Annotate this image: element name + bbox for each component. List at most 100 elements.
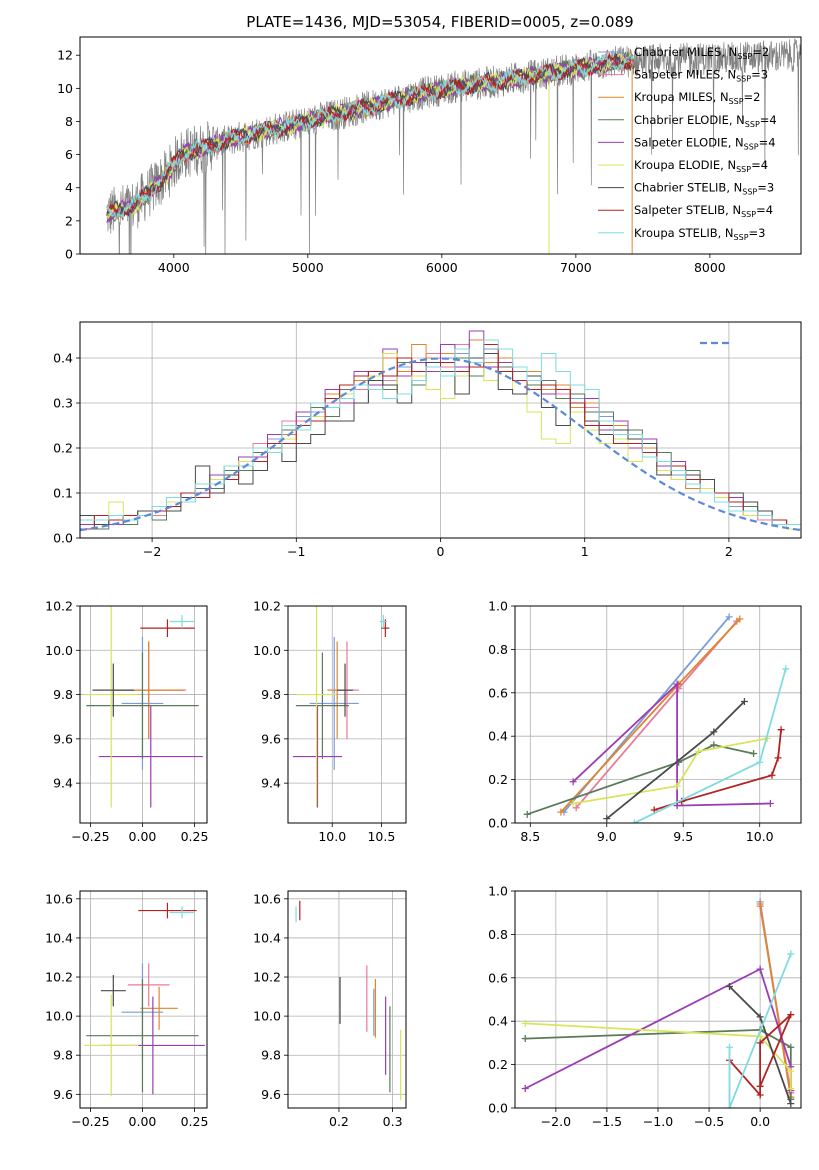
y-tick-label: 9.6 bbox=[53, 731, 73, 746]
point-marker bbox=[777, 726, 785, 734]
legend-sub: SSP bbox=[736, 75, 751, 84]
y-tick-label: 10.6 bbox=[45, 891, 73, 906]
model-spectrum-line bbox=[106, 53, 634, 220]
legend-text: Kroupa MILES, N bbox=[634, 90, 729, 104]
point-marker bbox=[521, 1019, 529, 1027]
point-marker bbox=[768, 771, 776, 779]
legend-entry: Chabrier ELODIE, NSSP=4 bbox=[634, 113, 777, 129]
y-tick-label: 0.0 bbox=[488, 816, 508, 831]
legend-text: Chabrier ELODIE, N bbox=[634, 113, 745, 127]
point-marker bbox=[710, 728, 718, 736]
y-tick-label: 10.0 bbox=[45, 1009, 73, 1024]
plot-area bbox=[515, 891, 801, 1108]
y-tick-label: 10.4 bbox=[253, 930, 281, 945]
axes-frame bbox=[287, 605, 407, 824]
legend-tail: =2 bbox=[744, 90, 761, 104]
point-marker bbox=[695, 747, 703, 755]
legend-tail: =4 bbox=[760, 113, 777, 127]
x-tick-label: −0.25 bbox=[71, 1114, 109, 1129]
weight-line bbox=[728, 953, 792, 1108]
point-marker bbox=[569, 799, 577, 807]
legend-tail: =3 bbox=[749, 226, 766, 240]
model-spectrum-line bbox=[106, 52, 634, 217]
y-tick-label: 10.2 bbox=[45, 970, 73, 985]
legend-entry: Chabrier STELIB, NSSP=3 bbox=[634, 181, 774, 197]
y-tick-label: 8 bbox=[65, 114, 73, 129]
legend-entry: Salpeter STELIB, NSSP=4 bbox=[634, 203, 773, 219]
point-marker bbox=[673, 680, 681, 688]
x-tick-label: 0.25 bbox=[181, 829, 209, 844]
y-tick-label: 9.8 bbox=[53, 687, 73, 702]
y-tick-label: 10.4 bbox=[45, 930, 73, 945]
point-marker bbox=[756, 900, 764, 908]
histogram-step bbox=[80, 339, 801, 538]
y-tick-label: 0.0 bbox=[488, 1101, 508, 1116]
axes-frame bbox=[79, 890, 208, 1109]
y-tick-label: 9.4 bbox=[53, 776, 73, 791]
point-marker bbox=[726, 982, 733, 990]
point-marker bbox=[603, 815, 611, 823]
axes-frame bbox=[287, 890, 407, 1109]
legend-text: Kroupa STELIB, N bbox=[634, 226, 734, 240]
y-tick-label: 0.2 bbox=[488, 772, 508, 787]
point-marker bbox=[766, 799, 774, 807]
y-tick-label: 1.0 bbox=[488, 884, 508, 899]
x-tick-label: −0.25 bbox=[71, 829, 109, 844]
axes-frame bbox=[514, 890, 802, 1109]
y-tick-label: 9.4 bbox=[261, 776, 281, 791]
point-marker bbox=[750, 750, 758, 758]
axes-frame bbox=[514, 605, 802, 824]
x-tick-label: −1.5 bbox=[592, 1114, 622, 1129]
panel-residuals: −2 −1 0 1 2 0.0 0.1 0.2 0.3 0.4 bbox=[53, 321, 802, 559]
weight-line bbox=[572, 682, 771, 807]
point-marker bbox=[787, 1043, 795, 1051]
plot-area bbox=[288, 891, 406, 1108]
point-marker bbox=[557, 808, 565, 816]
x-tick-label: 5000 bbox=[292, 260, 324, 275]
panel-age_vs_Z: −0.25 0.00 0.25 9.4 9.6 9.8 10.0 10.2 bbox=[45, 599, 209, 845]
legend-tail: =3 bbox=[757, 181, 774, 195]
point-marker bbox=[630, 819, 638, 823]
y-tick-label: 10.0 bbox=[253, 1009, 281, 1024]
y-tick-label: 0.6 bbox=[488, 685, 508, 700]
x-tick-label: 7000 bbox=[560, 260, 592, 275]
point-marker bbox=[787, 1011, 795, 1019]
legend-sub: SSP bbox=[729, 97, 744, 106]
point-marker bbox=[756, 1013, 764, 1021]
point-marker bbox=[756, 1091, 764, 1099]
observed-spectrum bbox=[106, 38, 801, 254]
y-tick-label: 0.1 bbox=[53, 486, 73, 501]
x-tick-label: −2.0 bbox=[541, 1114, 571, 1129]
y-tick-label: 0.4 bbox=[488, 1014, 508, 1029]
point-marker bbox=[725, 613, 733, 621]
panel-mass_vs_Z: −0.25 0.00 0.25 9.6 9.8 10.0 10.2 10.4 10.6 bbox=[45, 890, 208, 1129]
y-tick-label: 0.4 bbox=[53, 351, 73, 366]
y-tick-label: 0.2 bbox=[488, 1057, 508, 1072]
x-tick-label: −1 bbox=[287, 544, 305, 559]
legend-tail: =2 bbox=[752, 45, 769, 59]
point-marker bbox=[710, 741, 718, 749]
legend-entry: Kroupa STELIB, NSSP=3 bbox=[634, 226, 765, 242]
plot-area bbox=[80, 322, 801, 538]
weight-line bbox=[525, 1022, 792, 1089]
point-marker bbox=[673, 782, 681, 790]
point-marker bbox=[774, 754, 782, 762]
x-tick-label: 1 bbox=[581, 544, 589, 559]
axes-frame bbox=[79, 605, 208, 824]
point-marker bbox=[736, 615, 744, 623]
x-tick-label: 6000 bbox=[426, 260, 458, 275]
model-spectrum-line bbox=[106, 53, 634, 221]
y-tick-label: 10.2 bbox=[253, 970, 281, 985]
legend-tail: =3 bbox=[751, 68, 768, 82]
point-marker bbox=[787, 1100, 795, 1108]
plot-area bbox=[288, 606, 406, 823]
panel-massweight_vs_age: 8.5 9.0 9.5 10.0 0.0 0.2 0.4 0.6 0.8 1.0 bbox=[488, 599, 802, 844]
legend-text: Chabrier STELIB, N bbox=[634, 181, 742, 195]
y-tick-label: 10.6 bbox=[253, 891, 281, 906]
legend-tail: =4 bbox=[756, 203, 773, 217]
point-marker bbox=[756, 965, 764, 973]
model-spectrum-line bbox=[106, 51, 634, 223]
y-tick-label: 0.0 bbox=[53, 531, 73, 546]
